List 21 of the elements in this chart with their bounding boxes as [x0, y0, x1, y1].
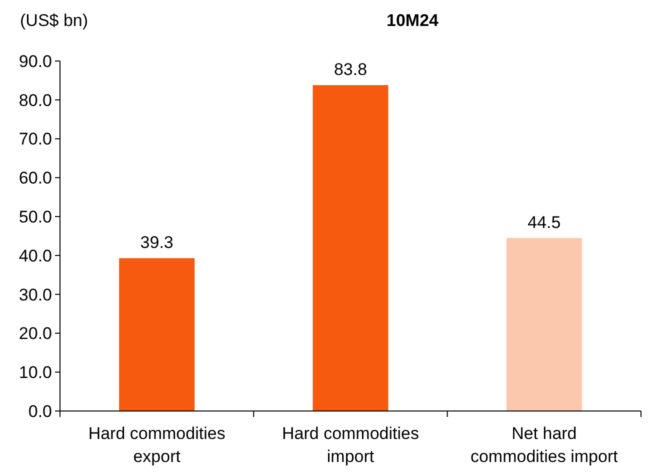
y-tick-label: 60.0 — [18, 168, 52, 188]
data-label: 83.8 — [334, 60, 368, 80]
y-tick-label: 90.0 — [18, 52, 52, 71]
y-tick-label: 20.0 — [18, 324, 52, 344]
y-tick-label: 50.0 — [18, 208, 52, 227]
bar — [506, 238, 582, 411]
data-label: 39.3 — [140, 233, 174, 252]
chart-title: 10M24 — [386, 11, 440, 30]
data-label: 44.5 — [528, 212, 561, 232]
y-axis-title: (US$ bn) — [20, 11, 88, 30]
x-tick-label: Hard commodities import — [282, 424, 419, 466]
y-tick-label: 10.0 — [18, 363, 52, 382]
bar — [119, 258, 195, 411]
bar — [312, 85, 388, 411]
x-tick-label: Net hard commodities import — [470, 424, 618, 466]
y-tick-label: 30.0 — [18, 285, 52, 304]
y-tick-label: 0.0 — [28, 402, 52, 421]
x-tick-label: Hard commodities export — [88, 424, 226, 466]
y-tick-label: 80.0 — [18, 90, 52, 110]
y-tick-label: 40.0 — [18, 246, 52, 266]
y-tick-label: 70.0 — [18, 130, 52, 149]
